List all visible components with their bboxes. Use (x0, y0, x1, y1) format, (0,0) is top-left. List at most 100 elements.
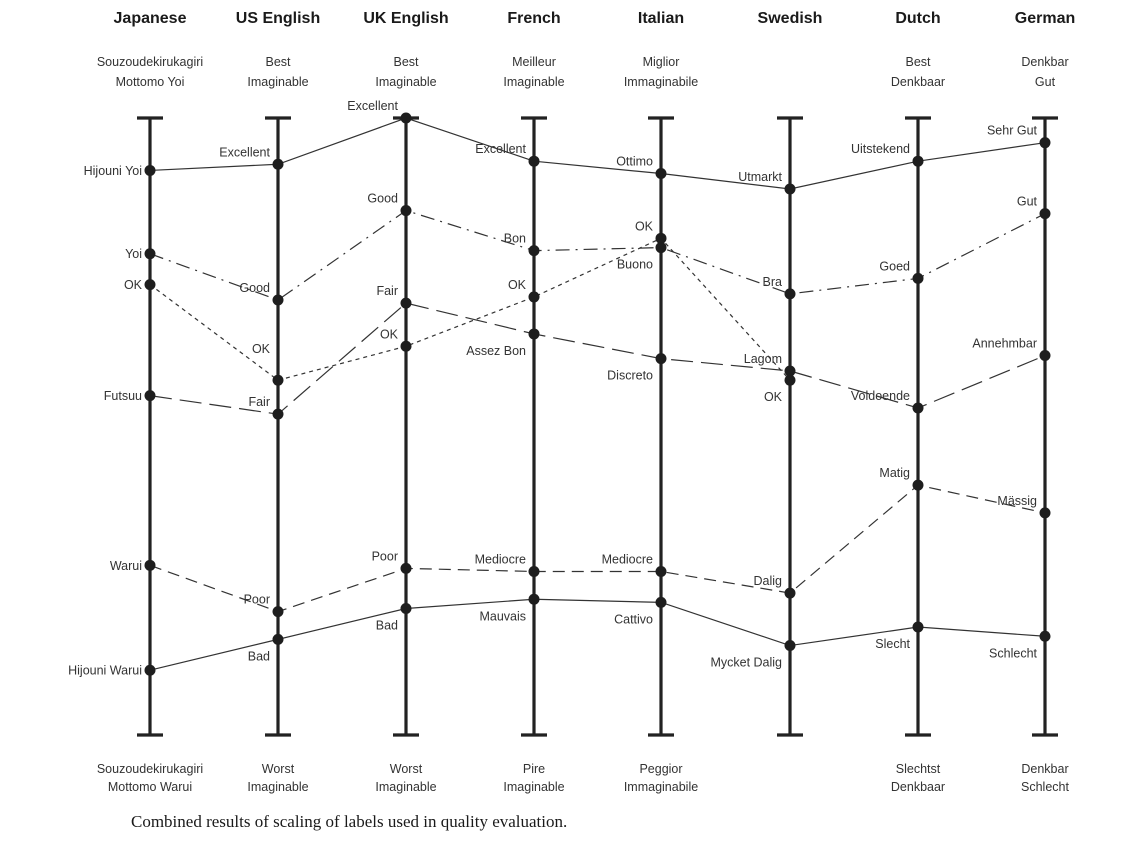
language-title-us-english: US English (236, 10, 320, 27)
point-it-buono (655, 242, 667, 254)
point-se-utmarkt (784, 183, 796, 195)
language-title-japanese: Japanese (114, 10, 187, 27)
label-us-bad: Bad (248, 649, 270, 663)
label-de-massig: Mässig (997, 494, 1037, 508)
bottom-end-label-french: Pire (523, 762, 545, 776)
figure-caption: Combined results of scaling of labels us… (131, 812, 568, 831)
point-us-fair (272, 408, 284, 420)
label-nl-matig: Matig (879, 466, 910, 480)
top-end-label-german: Gut (1035, 75, 1056, 89)
label-fr-ok: OK (508, 278, 527, 292)
point-it-discreto (655, 353, 667, 365)
label-it-ottimo: Ottimo (616, 155, 653, 169)
label-jp-yoi: Yoi (125, 247, 142, 261)
label-uk-ok: OK (380, 327, 399, 341)
point-fr-bon (528, 245, 540, 257)
point-uk-excellent (400, 112, 412, 124)
label-nl-goed: Goed (879, 259, 910, 273)
point-nl-uitstekend (912, 155, 924, 167)
point-jp-warui (144, 559, 156, 571)
bottom-end-label-japanese: Souzoudekirukagiri (97, 762, 203, 776)
point-us-ok (272, 374, 284, 386)
label-it-ok: OK (635, 219, 654, 233)
top-end-label-french: Imaginable (503, 75, 564, 89)
point-uk-poor (400, 562, 412, 574)
label-jp-hijouni-yoi: Hijouni Yoi (84, 164, 142, 178)
top-end-label-italian: Immaginabile (624, 75, 698, 89)
bottom-end-label-uk-english: Worst (390, 762, 423, 776)
bottom-end-label-italian: Immaginabile (624, 780, 698, 794)
point-fr-assez-bon (528, 328, 540, 340)
language-title-german: German (1015, 10, 1075, 27)
label-se-mycket-dalig: Mycket Dalig (710, 656, 782, 670)
point-se-bra (784, 288, 796, 300)
label-se-dalig: Dalig (754, 574, 783, 588)
label-it-cattivo: Cattivo (614, 612, 653, 626)
label-fr-mauvais: Mauvais (479, 609, 526, 623)
point-us-bad (272, 633, 284, 645)
label-jp-ok: OK (124, 278, 143, 292)
label-fr-bon: Bon (504, 232, 526, 246)
label-us-good: Good (239, 281, 270, 295)
label-jp-futsuu: Futsuu (104, 389, 142, 403)
top-end-label-uk-english: Best (393, 55, 419, 69)
point-se-mycket-dalig (784, 640, 796, 652)
label-uk-bad: Bad (376, 619, 398, 633)
top-end-label-uk-english: Imaginable (375, 75, 436, 89)
point-us-poor (272, 606, 284, 618)
fair-line (149, 302, 1046, 415)
label-fr-assez-bon: Assez Bon (466, 344, 526, 358)
point-de-annehmbar (1039, 350, 1051, 362)
label-us-ok: OK (252, 342, 271, 356)
good-line (149, 209, 1046, 301)
point-us-excellent (272, 158, 284, 170)
bottom-end-label-japanese: Mottomo Warui (108, 780, 192, 794)
label-us-excellent: Excellent (219, 145, 270, 159)
point-de-schlecht (1039, 630, 1051, 642)
point-uk-good (400, 205, 412, 217)
label-jp-warui: Warui (110, 559, 142, 573)
label-de-sehr-gut: Sehr Gut (987, 124, 1038, 138)
label-nl-slecht: Slecht (875, 637, 910, 651)
poor-line (149, 484, 1046, 613)
point-fr-ok (528, 291, 540, 303)
top-end-label-italian: Miglior (643, 55, 680, 69)
bottom-end-label-italian: Peggior (639, 762, 682, 776)
point-se-dalig (784, 587, 796, 599)
bottom-end-label-german: Denkbar (1021, 762, 1068, 776)
label-se-ok: OK (764, 390, 783, 404)
point-nl-matig (912, 479, 924, 491)
point-jp-futsuu (144, 390, 156, 402)
label-de-schlecht: Schlecht (989, 646, 1037, 660)
bottom-end-label-dutch: Denkbaar (891, 780, 945, 794)
top-end-label-german: Denkbar (1021, 55, 1068, 69)
bottom-end-label-us-english: Worst (262, 762, 295, 776)
bottom-end-label-german: Schlecht (1021, 780, 1069, 794)
top-end-label-dutch: Best (905, 55, 931, 69)
label-uk-poor: Poor (372, 549, 398, 563)
point-de-massig (1039, 507, 1051, 519)
label-it-mediocre: Mediocre (602, 552, 653, 566)
label-uk-fair: Fair (376, 284, 398, 298)
point-jp-hijouni-warui (144, 664, 156, 676)
top-end-label-us-english: Imaginable (247, 75, 308, 89)
point-fr-excellent (528, 155, 540, 167)
label-nl-uitstekend: Uitstekend (851, 142, 910, 156)
point-it-ottimo (655, 168, 667, 180)
point-it-ok (655, 232, 667, 244)
label-de-annehmbar: Annehmbar (972, 337, 1037, 351)
excellent-line (149, 117, 1046, 190)
label-uk-excellent: Excellent (347, 99, 398, 113)
point-it-mediocre (655, 565, 667, 577)
point-uk-ok (400, 340, 412, 352)
point-se-ok (784, 374, 796, 386)
label-jp-hijouni-warui: Hijouni Warui (68, 664, 142, 678)
label-se-utmarkt: Utmarkt (738, 170, 782, 184)
ok-line (149, 237, 791, 381)
point-jp-ok (144, 279, 156, 291)
point-nl-voldoende (912, 402, 924, 414)
parallel-axis-chart: Japanese Souzoudekirukagiri Mottomo Yoi Sou… (68, 10, 1075, 794)
top-end-label-japanese: Souzoudekirukagiri (97, 55, 203, 69)
point-se-lagom (784, 365, 796, 377)
label-se-bra: Bra (763, 275, 783, 289)
